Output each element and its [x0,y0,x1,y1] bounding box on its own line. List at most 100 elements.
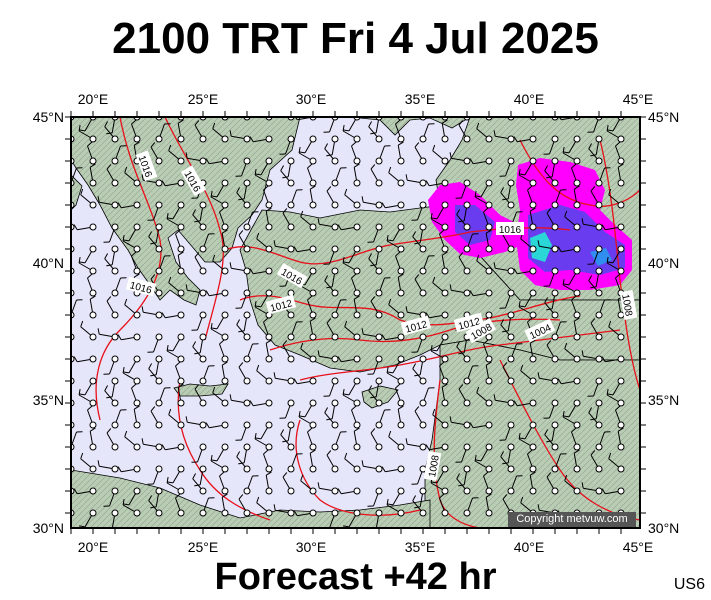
wind-barb-icon [229,262,232,269]
station-circle-icon [397,333,405,341]
wind-barb-icon [131,119,137,125]
station-circle-icon [111,223,119,231]
wind-barb-icon [256,364,260,371]
station-circle-icon [309,355,317,363]
wind-barb-icon [502,198,509,201]
station-circle-icon [507,333,515,341]
station-circle-icon [441,377,449,385]
station-circle-icon [463,223,471,231]
wind-barb-icon [79,393,86,396]
station-circle-icon [485,267,493,275]
lon-label: 20°E [78,539,109,555]
wind-barb-icon [388,298,392,305]
wind-barb-icon [97,460,100,467]
station-circle-icon [243,487,251,495]
wind-barb-icon [326,318,332,324]
station-circle-icon [529,267,537,275]
station-circle-icon [155,157,163,165]
wind-barb-icon [544,429,549,435]
station-circle-icon [551,311,559,319]
wind-barb-icon [307,295,313,301]
wind-barb-icon [219,471,225,477]
station-circle-icon [199,135,207,143]
wind-barb-icon [449,284,452,291]
wind-barb-icon [326,418,333,421]
station-circle-icon [221,509,229,517]
station-circle-icon [441,443,449,451]
station-circle-icon [397,311,405,319]
wind-barb-icon [168,408,172,415]
station-circle-icon [243,201,251,209]
lon-label: 40°E [514,539,545,555]
wind-barb-icon [425,312,430,319]
wind-barb-icon [431,217,438,220]
station-circle-icon [89,465,97,473]
wind-barb-icon [483,207,489,213]
wind-barb-icon [476,386,480,393]
station-circle-icon [287,179,295,187]
wind-barb-icon [106,296,112,302]
wind-barb-icon [317,482,320,489]
station-circle-icon [529,289,537,297]
wind-barb-icon [387,371,394,374]
wind-barb-icon [71,203,72,205]
wind-barb-icon [71,467,72,469]
wind-barb-icon [192,209,197,215]
wind-barb-icon [161,312,166,319]
wind-barb-icon [493,130,496,137]
wind-barb-icon [255,305,262,308]
wind-barb-icon [485,361,492,366]
station-circle-icon [309,267,317,275]
station-circle-icon [243,267,251,275]
station-circle-icon [397,135,405,143]
wind-barb-icon [441,119,448,124]
wind-barb-icon [386,499,389,506]
wind-barb-icon [124,298,128,305]
station-circle-icon [199,487,207,495]
station-circle-icon [89,421,97,429]
station-circle-icon [265,399,273,407]
station-circle-icon [375,487,383,495]
wind-barb-icon [78,125,81,132]
wind-barb-icon [439,229,445,235]
station-circle-icon [551,135,559,143]
station-circle-icon [595,201,603,209]
station-circle-icon [221,377,229,385]
station-circle-icon [177,509,185,517]
station-circle-icon [221,201,229,209]
wind-barb-icon [557,246,562,253]
station-circle-icon [595,135,603,143]
station-circle-icon [485,223,493,231]
wind-barb-icon [219,207,225,213]
station-circle-icon [155,311,163,319]
wind-barb-icon [527,449,533,455]
station-circle-icon [111,443,119,451]
station-circle-icon [397,223,405,231]
station-circle-icon [463,399,471,407]
station-circle-icon [353,179,361,187]
lat-labels-left: 45°N 40°N 35°N 30°N [33,109,64,536]
station-circle-icon [265,377,273,385]
station-circle-icon [617,245,625,253]
wind-barb-icon [449,416,452,423]
station-circle-icon [353,135,361,143]
station-circle-icon [177,223,185,231]
station-circle-icon [419,399,427,407]
station-circle-icon [617,201,625,209]
station-circle-icon [155,487,163,495]
wind-barb-icon [229,130,232,137]
station-circle-icon [485,377,493,385]
station-circle-icon [221,333,229,341]
station-circle-icon [287,311,295,319]
wind-barb-icon [205,158,210,165]
wind-barb-icon [122,367,125,374]
wind-barb-icon [54,350,55,356]
wind-barb-icon [166,213,169,220]
station-circle-icon [265,157,273,165]
station-circle-icon [441,179,449,187]
station-circle-icon [309,465,317,473]
station-circle-icon [287,333,295,341]
wind-barb-icon [293,510,298,517]
lat-labels-right: 45°N 40°N 35°N 30°N [648,109,679,536]
wind-barb-icon [469,158,474,165]
